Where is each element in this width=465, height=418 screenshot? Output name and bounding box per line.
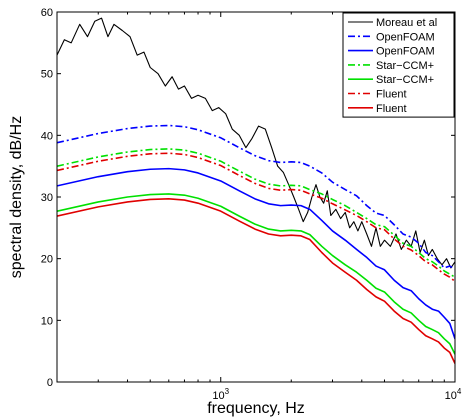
- legend-label-1: OpenFOAM: [376, 31, 435, 43]
- y-axis-label: spectral density, dB/Hz: [8, 116, 25, 278]
- series-line-6: [57, 198, 455, 364]
- series-line-2: [57, 167, 455, 340]
- legend-label-6: Fluent: [376, 103, 407, 115]
- y-tick-label-0: 0: [47, 377, 53, 389]
- y-tick-label-5: 50: [41, 69, 53, 81]
- series-line-5: [57, 152, 455, 283]
- y-tick-label-6: 60: [41, 7, 53, 19]
- legend-label-5: Fluent: [376, 89, 407, 101]
- legend-label-4: Star−CCM+: [376, 74, 434, 86]
- y-tick-label-2: 20: [41, 254, 53, 266]
- legend: Moreau et al OpenFOAM OpenFOAM Star−CCM+ Sta…: [342, 12, 455, 118]
- y-tick-label-3: 30: [41, 192, 53, 204]
- series-line-1: [57, 124, 455, 270]
- legend-label-2: OpenFOAM: [376, 46, 435, 58]
- series-line-4: [57, 193, 455, 355]
- legend-box: [342, 12, 455, 118]
- legend-label-0: Moreau et al: [376, 17, 437, 29]
- y-tick-label-1: 10: [41, 315, 53, 327]
- legend-label-3: Star−CCM+: [376, 60, 434, 72]
- x-axis-label: frequency, Hz: [207, 400, 305, 417]
- y-tick-label-4: 40: [41, 130, 53, 142]
- series-line-3: [57, 148, 455, 278]
- series-line-0: [57, 17, 455, 269]
- series-layer: [57, 17, 455, 364]
- x-tick-label-1: 104: [445, 387, 462, 402]
